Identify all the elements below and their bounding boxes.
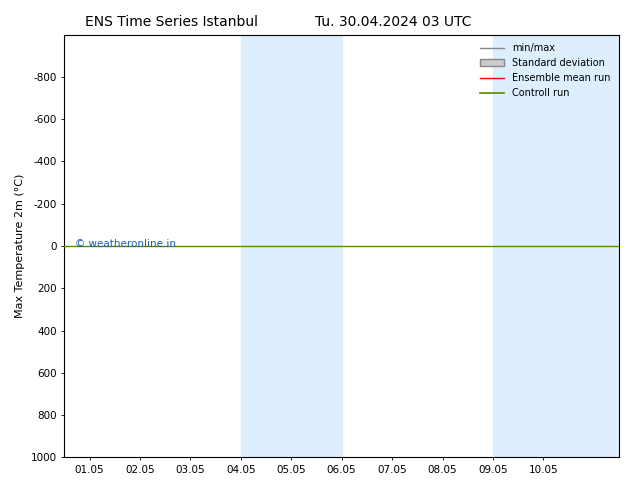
Bar bbox=[241, 35, 291, 457]
Text: © weatheronline.in: © weatheronline.in bbox=[75, 239, 176, 249]
Bar bbox=[291, 35, 342, 457]
Text: ENS Time Series Istanbul: ENS Time Series Istanbul bbox=[85, 15, 257, 29]
Legend: min/max, Standard deviation, Ensemble mean run, Controll run: min/max, Standard deviation, Ensemble me… bbox=[476, 40, 614, 102]
Bar bbox=[493, 35, 543, 457]
Bar bbox=[543, 35, 619, 457]
Y-axis label: Max Temperature 2m (°C): Max Temperature 2m (°C) bbox=[15, 174, 25, 318]
Text: Tu. 30.04.2024 03 UTC: Tu. 30.04.2024 03 UTC bbox=[315, 15, 471, 29]
